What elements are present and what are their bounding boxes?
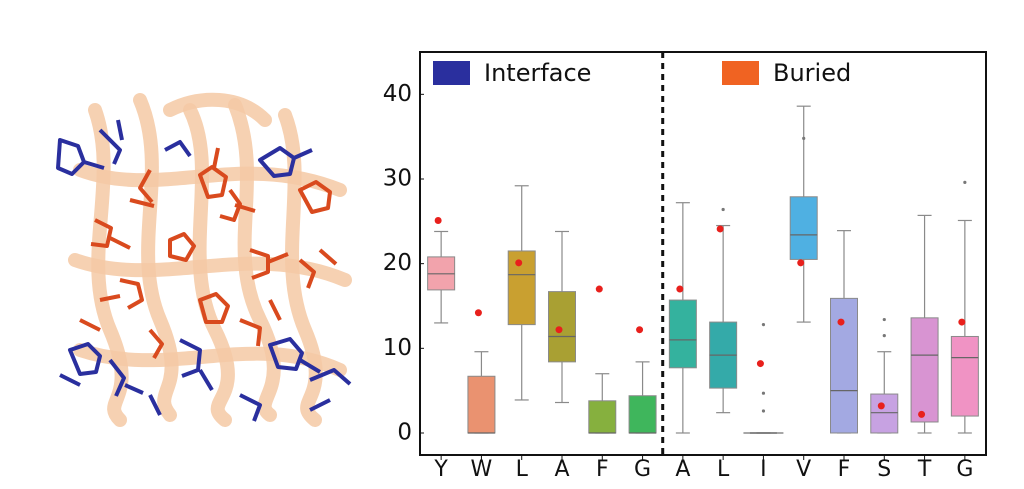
x-tick-label: L [516, 457, 529, 482]
outlier [721, 207, 725, 212]
x-tick-label: I [760, 457, 767, 482]
side-chain [179, 338, 214, 392]
dot [434, 216, 442, 224]
dot [837, 318, 845, 326]
y-tick-label: 0 [397, 419, 412, 445]
side-chain [164, 140, 192, 158]
side-chain [309, 368, 352, 412]
side-chain [219, 188, 256, 222]
side-chain [90, 218, 131, 250]
outlier [761, 409, 766, 413]
side-chain [268, 337, 322, 374]
box [628, 395, 657, 434]
x-tick-label: V [796, 457, 811, 482]
y-tick-label: 10 [383, 335, 412, 361]
dot [555, 326, 563, 334]
protein-structure [56, 92, 352, 427]
x-tick-label: T [917, 457, 932, 482]
dot [877, 402, 885, 410]
ribbon [133, 93, 179, 422]
side-chain [258, 146, 313, 178]
side-chain [108, 358, 144, 397]
outlier [761, 391, 766, 395]
dot [515, 259, 523, 267]
x-tick-label: G [956, 457, 973, 482]
x-tick-label: F [596, 457, 609, 482]
x-tick-label: A [554, 457, 569, 482]
legend-swatch [722, 61, 759, 85]
box [789, 196, 818, 260]
box [548, 291, 576, 363]
side-chain [298, 248, 338, 289]
dot [756, 360, 764, 368]
side-chain [56, 138, 105, 176]
dot [918, 410, 926, 418]
side-chain [249, 248, 289, 280]
side-chain [298, 180, 332, 214]
side-chain [79, 318, 164, 359]
box [910, 317, 939, 423]
side-chain [59, 342, 102, 387]
dot [676, 285, 684, 293]
x-tick-label: Y [433, 457, 448, 482]
outlier [882, 334, 886, 338]
side-chain [198, 292, 230, 324]
ribbon [73, 343, 347, 377]
side-chain [129, 169, 155, 208]
side-chain [99, 278, 144, 310]
dot [636, 326, 644, 334]
box [467, 375, 496, 434]
ribbon [163, 92, 272, 127]
y-tick-label: 20 [383, 250, 412, 276]
plot-frame [419, 51, 987, 456]
x-tick-label: A [675, 457, 690, 482]
x-tick-label: W [471, 457, 493, 482]
side-chain [98, 119, 124, 165]
x-tick-label: L [717, 457, 730, 482]
y-tick-label: 30 [383, 165, 412, 191]
legend-label: Interface [484, 59, 591, 87]
box [870, 393, 899, 434]
box [950, 335, 979, 417]
outlier [882, 317, 886, 322]
dot [716, 225, 724, 233]
box [588, 400, 617, 434]
dot [797, 259, 805, 267]
dot [958, 318, 966, 326]
outlier [963, 180, 967, 184]
dot [595, 285, 603, 293]
dot [474, 309, 482, 317]
side-chain [148, 393, 262, 422]
x-tick-label: G [634, 457, 651, 482]
side-chain [239, 299, 282, 347]
legend-label: Buried [773, 59, 851, 87]
side-chain [168, 232, 196, 262]
legend-swatch [433, 61, 470, 85]
x-tick-label: F [838, 457, 851, 482]
y-tick-label: 40 [383, 81, 412, 107]
side-chain [198, 147, 228, 199]
outlier [802, 136, 806, 140]
box [830, 297, 858, 434]
outlier [761, 323, 766, 327]
box [668, 299, 697, 369]
x-tick-label: S [877, 457, 891, 482]
